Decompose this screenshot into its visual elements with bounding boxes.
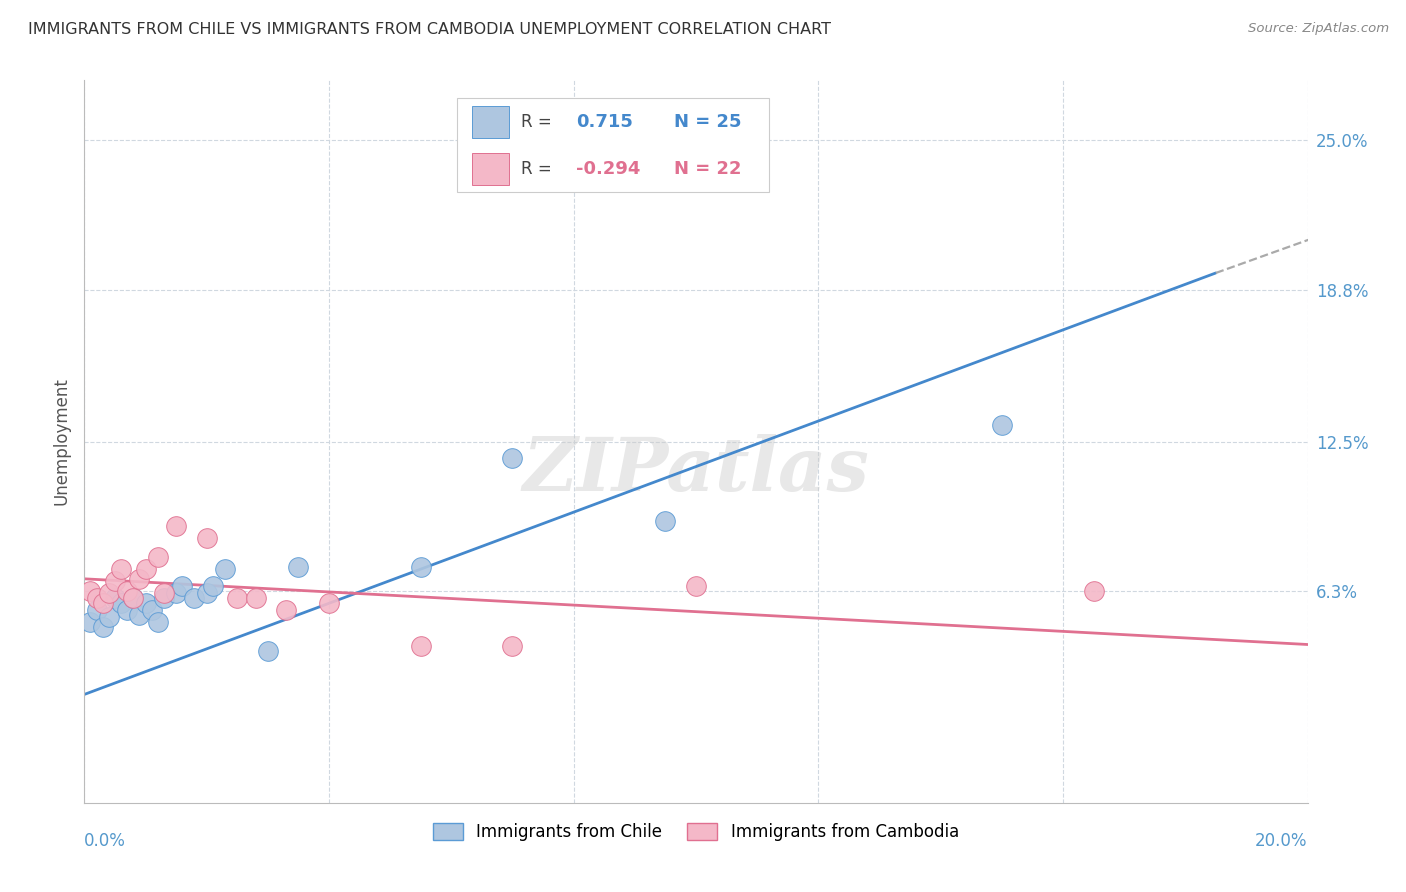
Point bbox=[502, 451, 524, 466]
Point bbox=[110, 596, 132, 610]
Point bbox=[165, 519, 187, 533]
Point bbox=[172, 579, 194, 593]
Point bbox=[104, 574, 127, 589]
Point bbox=[685, 579, 707, 593]
Point bbox=[135, 596, 157, 610]
Point bbox=[654, 514, 676, 528]
Point bbox=[91, 620, 114, 634]
Text: 0.0%: 0.0% bbox=[84, 831, 127, 850]
Text: R =: R = bbox=[522, 160, 557, 178]
Point bbox=[153, 591, 176, 606]
Point bbox=[115, 603, 138, 617]
Point bbox=[287, 559, 309, 574]
FancyBboxPatch shape bbox=[472, 153, 509, 185]
Point bbox=[195, 531, 218, 545]
Point bbox=[214, 562, 236, 576]
Point bbox=[409, 559, 432, 574]
Legend: Immigrants from Chile, Immigrants from Cambodia: Immigrants from Chile, Immigrants from C… bbox=[433, 823, 959, 841]
Point bbox=[86, 591, 108, 606]
Point bbox=[91, 596, 114, 610]
Point bbox=[128, 572, 150, 586]
Text: 0.715: 0.715 bbox=[576, 112, 633, 131]
Point bbox=[991, 417, 1014, 432]
Text: R =: R = bbox=[522, 112, 557, 131]
Point bbox=[110, 562, 132, 576]
Point bbox=[79, 583, 101, 598]
Point bbox=[104, 591, 127, 606]
Point bbox=[141, 603, 163, 617]
Point bbox=[257, 644, 280, 658]
Text: ZIPatlas: ZIPatlas bbox=[523, 434, 869, 507]
Point bbox=[97, 610, 120, 624]
Point bbox=[226, 591, 249, 606]
Point bbox=[318, 596, 340, 610]
Point bbox=[183, 591, 205, 606]
Point bbox=[195, 586, 218, 600]
Point bbox=[146, 615, 169, 630]
FancyBboxPatch shape bbox=[472, 105, 509, 138]
Text: -0.294: -0.294 bbox=[576, 160, 641, 178]
Point bbox=[122, 591, 145, 606]
Point bbox=[146, 550, 169, 565]
Point bbox=[165, 586, 187, 600]
Point bbox=[409, 639, 432, 653]
Point bbox=[128, 607, 150, 622]
Point bbox=[86, 603, 108, 617]
Text: IMMIGRANTS FROM CHILE VS IMMIGRANTS FROM CAMBODIA UNEMPLOYMENT CORRELATION CHART: IMMIGRANTS FROM CHILE VS IMMIGRANTS FROM… bbox=[28, 22, 831, 37]
Point bbox=[115, 583, 138, 598]
Point bbox=[79, 615, 101, 630]
Point bbox=[135, 562, 157, 576]
Point bbox=[153, 586, 176, 600]
Point bbox=[502, 639, 524, 653]
Point bbox=[122, 591, 145, 606]
Point bbox=[1083, 583, 1105, 598]
Text: Source: ZipAtlas.com: Source: ZipAtlas.com bbox=[1249, 22, 1389, 36]
Text: N = 25: N = 25 bbox=[673, 112, 741, 131]
Y-axis label: Unemployment: Unemployment bbox=[52, 377, 70, 506]
Point bbox=[97, 586, 120, 600]
Point bbox=[201, 579, 224, 593]
FancyBboxPatch shape bbox=[457, 98, 769, 193]
Point bbox=[276, 603, 298, 617]
Text: 20.0%: 20.0% bbox=[1256, 831, 1308, 850]
Point bbox=[245, 591, 267, 606]
Text: N = 22: N = 22 bbox=[673, 160, 741, 178]
